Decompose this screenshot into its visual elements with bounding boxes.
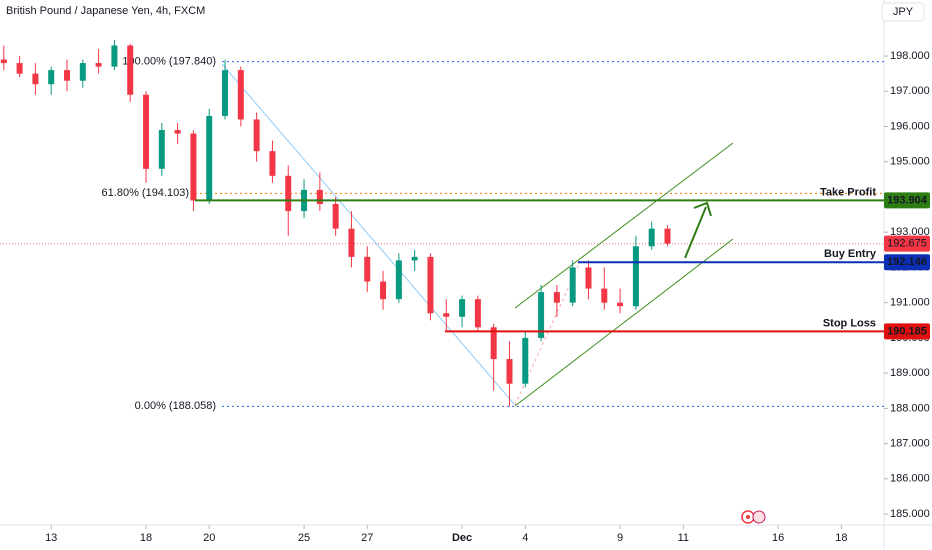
arrow-shaft xyxy=(684,206,707,259)
candle-body xyxy=(79,63,86,81)
candle-body xyxy=(474,299,481,328)
y-tick-label: 196.000 xyxy=(890,120,930,132)
candle-body xyxy=(269,151,276,176)
x-tick-label: 27 xyxy=(361,532,373,544)
flag-icon[interactable] xyxy=(752,510,766,524)
candle-body xyxy=(411,256,418,261)
candle-body xyxy=(632,246,639,307)
candle-body xyxy=(459,299,466,317)
candle-body xyxy=(222,70,229,116)
x-tick-label: 18 xyxy=(140,532,152,544)
candle-body xyxy=(32,73,39,85)
candle-body xyxy=(569,267,576,303)
x-tick-label: 9 xyxy=(617,532,623,544)
channel-upper xyxy=(514,142,734,309)
candle-body xyxy=(332,204,339,229)
price-tag xyxy=(884,254,930,271)
candle-body xyxy=(617,302,624,307)
fib-trend-line xyxy=(221,63,516,406)
x-tick-label: 4 xyxy=(522,532,528,544)
x-tick-label: 13 xyxy=(45,532,57,544)
candle-body xyxy=(285,175,292,212)
candle-body xyxy=(64,70,71,81)
currency-box[interactable] xyxy=(881,2,925,22)
candle-body xyxy=(174,130,181,134)
candle-body xyxy=(127,45,134,95)
y-tick-label: 185.000 xyxy=(890,508,930,520)
fib-label: 100.00% (197.840) xyxy=(122,56,216,68)
candle-body xyxy=(506,359,513,384)
y-tick-label: 197.000 xyxy=(890,85,930,97)
candle-body xyxy=(111,45,118,67)
candle-body xyxy=(158,130,165,169)
candle-body xyxy=(16,63,23,74)
candle-body xyxy=(443,313,450,317)
x-tick-label: 11 xyxy=(678,532,689,544)
candle-body xyxy=(143,94,150,169)
candle-body xyxy=(395,260,402,300)
candle-body xyxy=(95,63,102,67)
level-name: Stop Loss xyxy=(823,317,876,329)
candle-body xyxy=(664,228,671,244)
y-tick-label: 189.000 xyxy=(890,367,930,379)
candle-body xyxy=(316,189,323,205)
candle-body xyxy=(601,288,608,303)
drawings xyxy=(221,63,766,524)
icon-dot xyxy=(746,515,750,519)
level-name: Buy Entry xyxy=(824,248,877,260)
candle-body xyxy=(490,327,497,360)
y-tick-label: 195.000 xyxy=(890,156,930,168)
x-tick-label: 20 xyxy=(203,532,215,544)
candle-body xyxy=(48,70,55,85)
x-tick-label: 16 xyxy=(772,532,784,544)
candle-body xyxy=(253,119,260,152)
x-tick-label: 18 xyxy=(835,532,847,544)
price-tag xyxy=(884,323,930,340)
candle-body xyxy=(585,267,592,289)
price-tag-label: 192.675 xyxy=(887,238,927,250)
x-tick-label: 25 xyxy=(298,532,310,544)
candle-body xyxy=(648,228,655,247)
y-tick-label: 186.000 xyxy=(890,473,930,485)
candle-body xyxy=(522,337,529,384)
channel-lower xyxy=(514,238,734,407)
price-tag-label: 192.146 xyxy=(887,256,927,268)
price-tag-label: 190.185 xyxy=(887,325,927,337)
candle-body xyxy=(0,59,7,64)
y-tick-label: 191.000 xyxy=(890,297,930,309)
candle-body xyxy=(380,281,387,300)
candle-body xyxy=(237,70,244,120)
y-tick-label: 188.000 xyxy=(890,402,930,414)
price-tag xyxy=(884,235,930,252)
x-tick-label: Dec xyxy=(452,532,472,544)
arrow-head xyxy=(693,201,712,217)
candle-body xyxy=(538,292,545,338)
candle-body xyxy=(206,115,213,201)
fib-label: 61.80% (194.103) xyxy=(102,187,189,199)
candle-body xyxy=(427,256,434,314)
level-name: Take Profit xyxy=(820,186,876,198)
price-tag xyxy=(884,192,930,209)
price-tag-label: 193.904 xyxy=(887,194,928,206)
currency: JPY xyxy=(893,6,914,18)
chart-title: British Pound / Japanese Yen, 4h, FXCM xyxy=(6,5,205,17)
fib-label: 0.00% (188.058) xyxy=(135,400,216,412)
y-tick-label: 198.000 xyxy=(890,50,930,62)
y-tick-label: 193.000 xyxy=(890,226,930,238)
candle-body xyxy=(364,256,371,282)
y-tick-label: 187.000 xyxy=(890,438,930,450)
candle-body xyxy=(190,133,197,201)
candle-body xyxy=(348,228,355,257)
candle-body xyxy=(553,292,560,303)
